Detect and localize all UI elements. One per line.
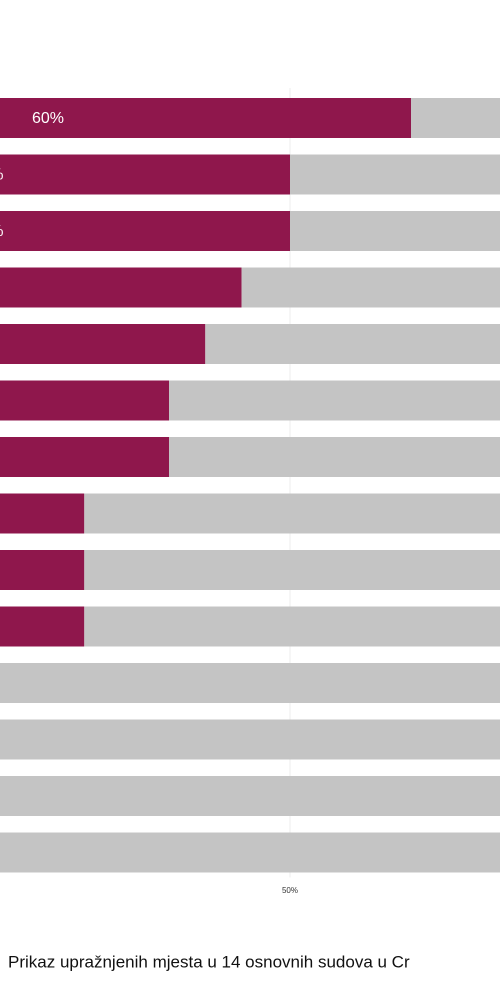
bar-segment [0, 154, 290, 195]
bar-segment [0, 437, 169, 477]
bar-segment [411, 98, 500, 138]
bar-segment [0, 606, 85, 647]
bar-segment [0, 493, 85, 534]
bar-segment [205, 324, 500, 364]
value-label: 50% [0, 223, 4, 240]
value-label: 50% [0, 167, 4, 184]
bar-segment [84, 606, 500, 647]
bar-segment [290, 154, 500, 195]
value-label: 60% [32, 110, 64, 127]
bar-segment [0, 550, 85, 590]
bar-segment [0, 211, 290, 251]
bar-segment [0, 832, 500, 873]
bar-segment [84, 493, 500, 534]
bar-segment [84, 550, 500, 590]
bar-segment [0, 324, 206, 364]
bar-segment [0, 267, 242, 308]
bar-segment [0, 776, 500, 816]
chart-caption: Prikaz upražnjenih mjesta u 14 osnovnih … [8, 952, 410, 971]
bar-segment [0, 663, 500, 703]
x-tick-label: 50% [282, 886, 298, 895]
bar-segment [290, 211, 500, 251]
bar-segment [0, 380, 169, 421]
bar-segment [169, 437, 500, 477]
bar-segment [0, 98, 411, 138]
bar-segment [169, 380, 500, 421]
bar-segment [0, 719, 500, 760]
bar-segment [241, 267, 500, 308]
